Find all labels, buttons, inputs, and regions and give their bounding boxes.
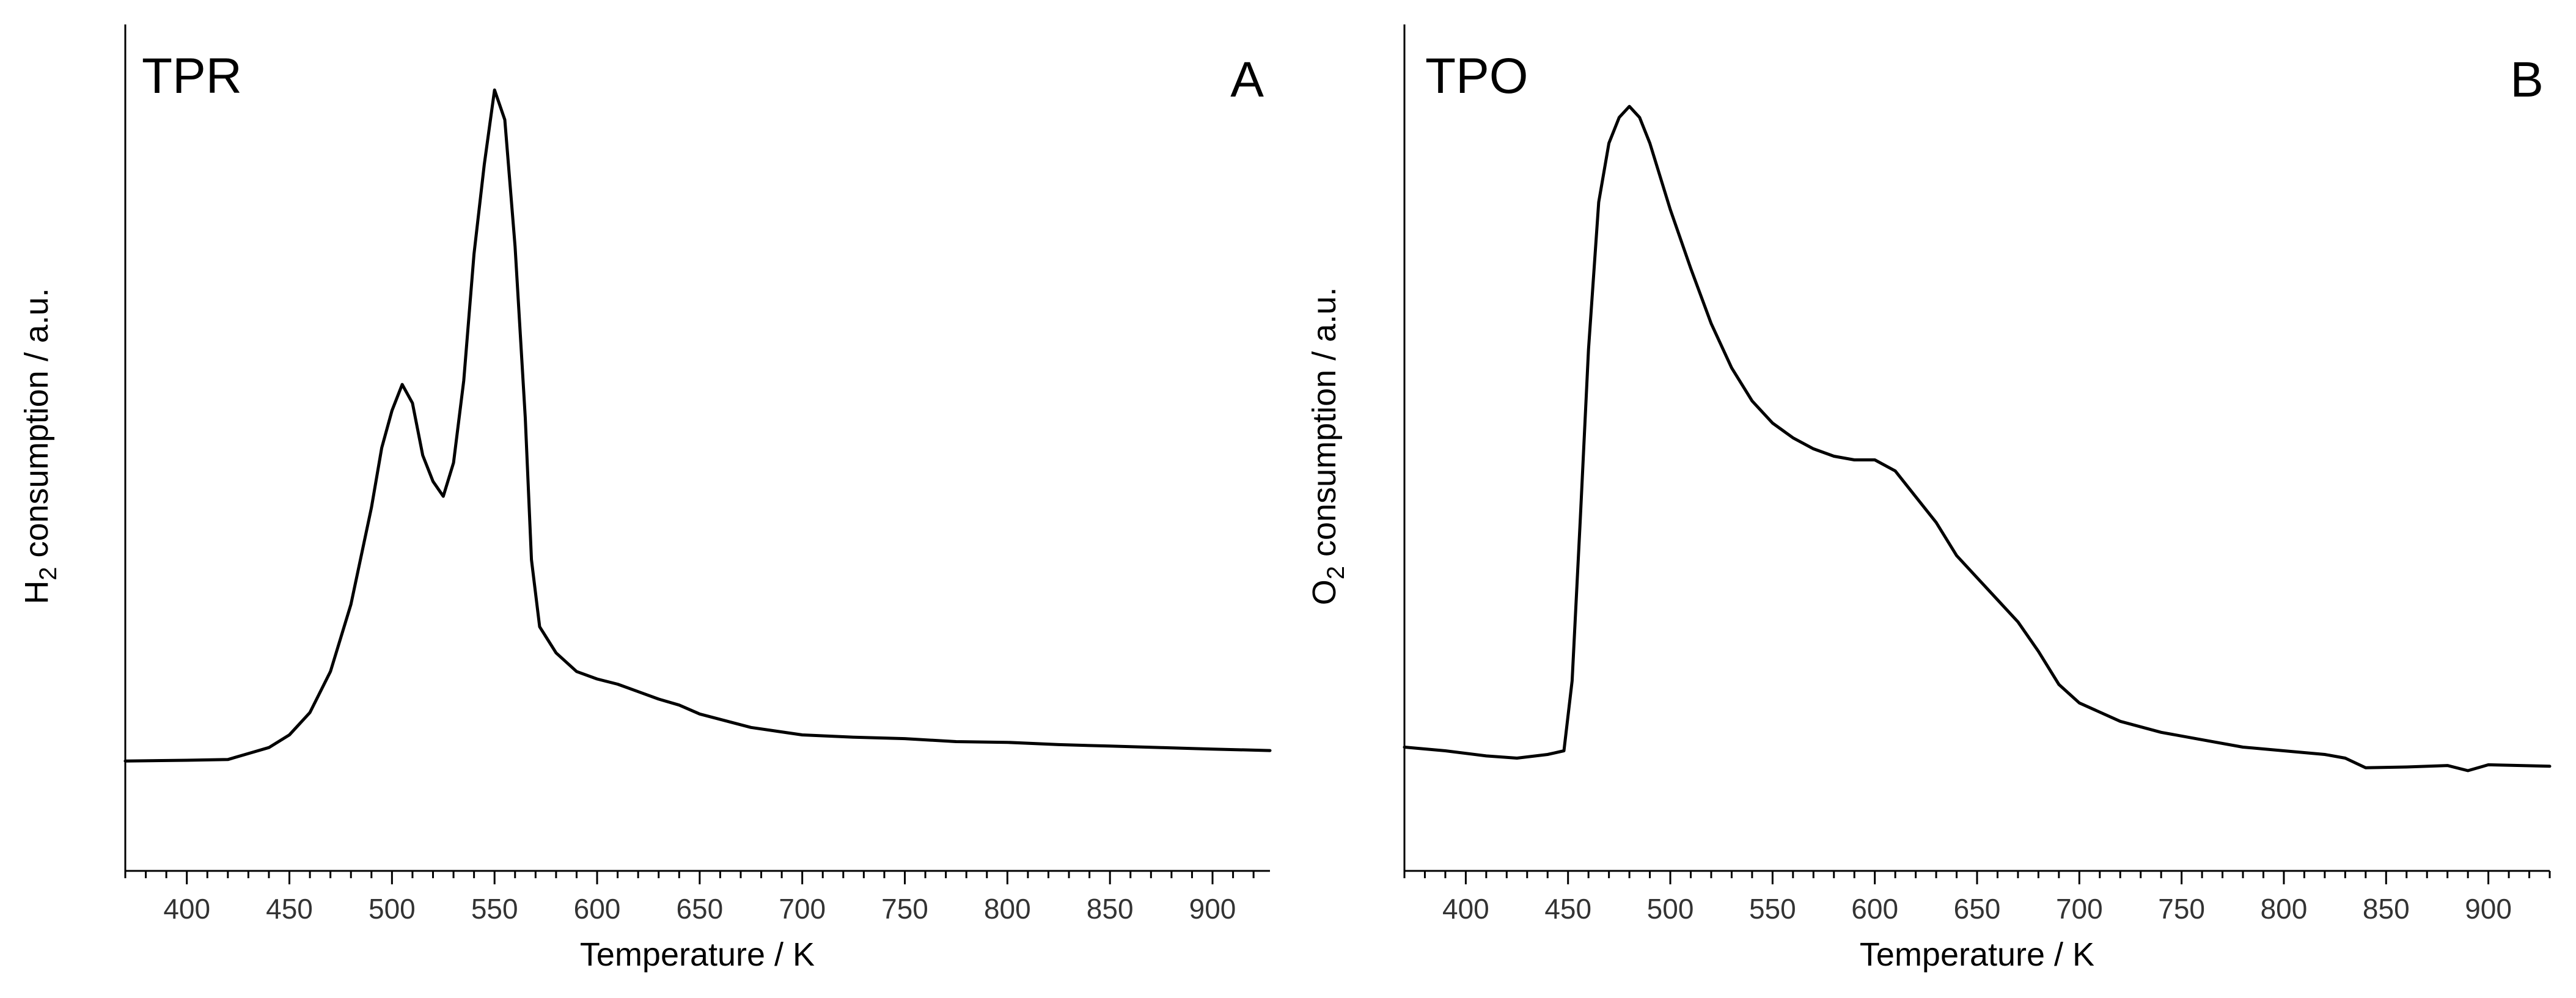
- panel-b: 400 450 500 550 600 650 700 750 800 850 900 TPO B …: [1306, 24, 2552, 973]
- panel-a-x-tick-label-500: 500: [369, 893, 416, 925]
- panel-b-x-tick-label-450: 450: [1544, 893, 1591, 925]
- panel-a-y-axis-label: H2 consumption / a.u.: [18, 288, 62, 604]
- panel-a-ticks: 400 450 500 550 600 650 700 750 800 850 900: [124, 871, 1255, 925]
- panel-a-x-tick-label-750: 750: [881, 893, 928, 925]
- panel-b-x-tick-label-700: 700: [2056, 893, 2103, 925]
- panel-b-x-tick-label-900: 900: [2465, 893, 2512, 925]
- panel-b-y-axis-label: O2 consumption / a.u.: [1306, 287, 1349, 606]
- panel-b-x-axis-label: Temperature / K: [1860, 936, 2094, 973]
- panel-b-x-tick-label-600: 600: [1851, 893, 1898, 925]
- panel-a-x-tick-label-900: 900: [1189, 893, 1236, 925]
- panel-a-title: TPR: [142, 48, 242, 104]
- panel-b-x-tick-label-750: 750: [2158, 893, 2205, 925]
- panel-a-x-tick-label-600: 600: [574, 893, 621, 925]
- panel-b-y-label-pre: O: [1306, 579, 1343, 605]
- panel-b-x-tick-label-850: 850: [2363, 893, 2410, 925]
- panel-a-x-tick-label-650: 650: [676, 893, 723, 925]
- panel-a-letter: A: [1230, 52, 1264, 108]
- panel-b-x-tick-label-500: 500: [1647, 893, 1694, 925]
- panel-a: 400 450 500 550 600 650 700 750 800 850 900 TPR A …: [18, 24, 1272, 973]
- panel-a-x-tick-label-550: 550: [471, 893, 518, 925]
- panel-a-x-tick-label-450: 450: [266, 893, 313, 925]
- panel-b-letter: B: [2510, 52, 2544, 108]
- panel-a-series-line: [123, 88, 1272, 763]
- panel-a-y-label-sub: 2: [35, 567, 62, 581]
- panel-a-x-tick-label-700: 700: [779, 893, 826, 925]
- panel-b-ticks: 400 450 500 550 600 650 700 750 800 850 900: [1403, 871, 2551, 925]
- panel-b-x-tick-label-400: 400: [1442, 893, 1489, 925]
- panel-a-x-tick-label-400: 400: [163, 893, 210, 925]
- panel-a-y-label-pre: H: [18, 581, 55, 604]
- panel-b-y-label-sub: 2: [1323, 566, 1349, 579]
- panel-a-x-tick-label-850: 850: [1087, 893, 1134, 925]
- panel-a-x-tick-label-800: 800: [984, 893, 1031, 925]
- panel-b-series-line: [1403, 105, 2552, 772]
- panel-b-y-label-post: consumption / a.u.: [1306, 287, 1343, 566]
- panel-a-y-label-post: consumption / a.u.: [18, 288, 55, 567]
- panel-b-title: TPO: [1425, 48, 1528, 104]
- panel-a-x-axis-label: Temperature / K: [580, 936, 815, 973]
- panel-b-x-tick-label-800: 800: [2261, 893, 2308, 925]
- panel-b-x-tick-label-550: 550: [1749, 893, 1796, 925]
- panel-b-x-tick-label-650: 650: [1954, 893, 2001, 925]
